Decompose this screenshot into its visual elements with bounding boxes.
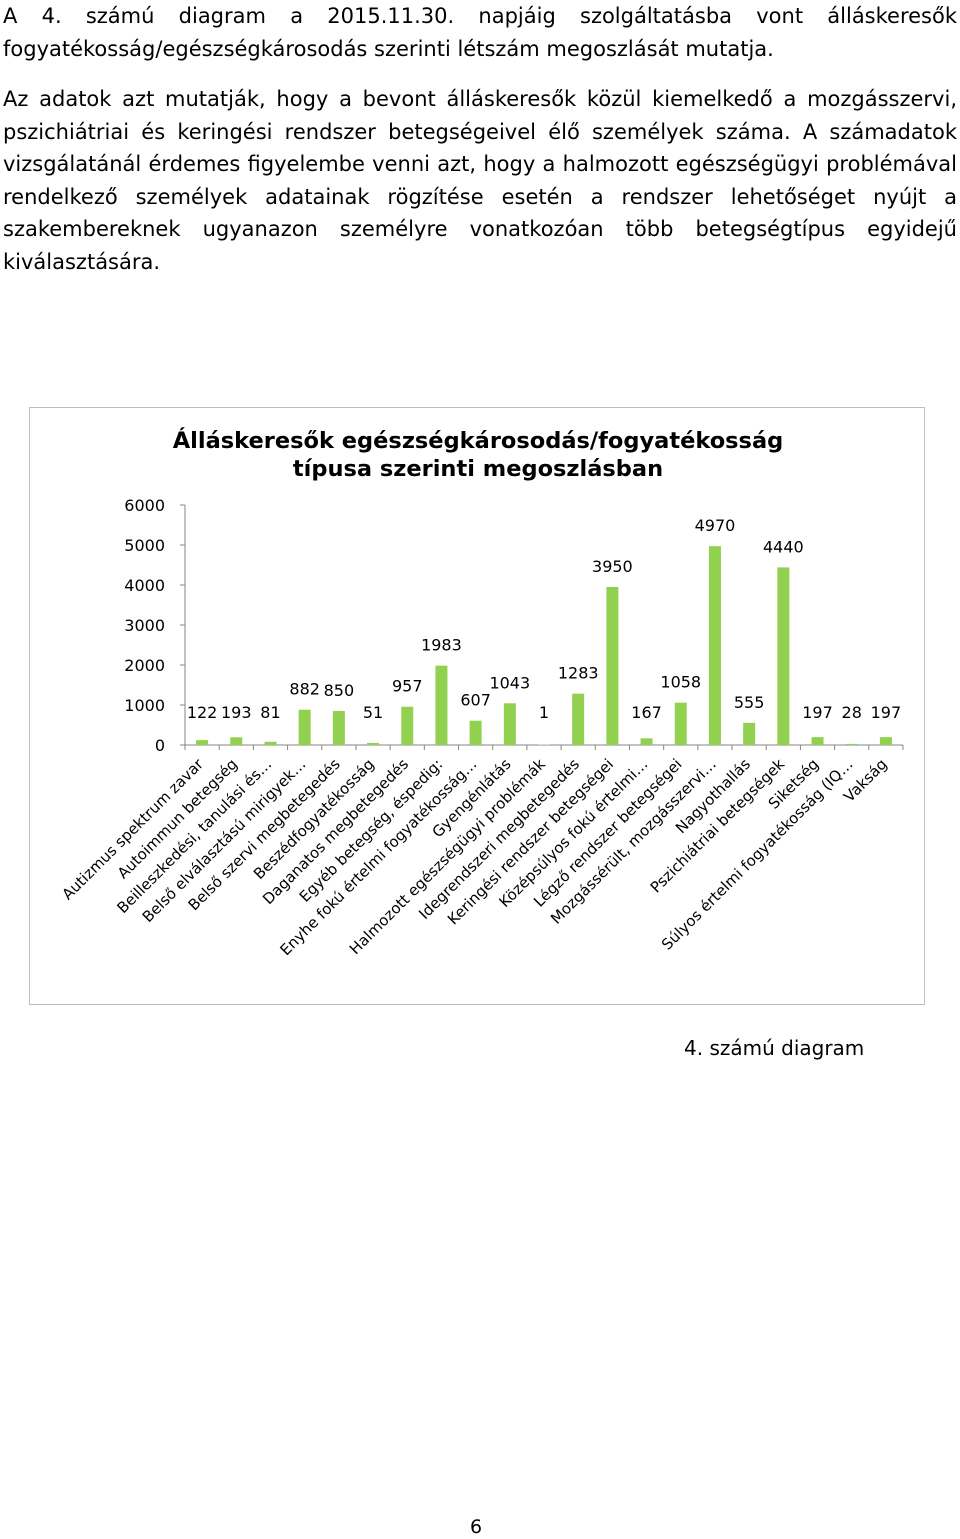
data-label: 51 [363,703,383,722]
bar [709,546,721,745]
bar [606,587,618,745]
bar [367,743,379,745]
y-tick-label: 1000 [124,696,165,715]
chart-title-line: Álláskeresők egészségkárosodás/fogyatéko… [173,426,783,454]
bar [846,744,858,745]
y-tick-label: 2000 [124,656,165,675]
data-label: 1 [539,703,549,722]
data-label: 28 [842,703,862,722]
data-label: 122 [187,703,218,722]
data-label: 555 [734,693,765,712]
bar [299,710,311,745]
bar [572,694,584,745]
data-label: 1983 [421,636,462,655]
bar [470,721,482,745]
chart-caption: 4. számú diagram [684,1036,864,1060]
data-label: 607 [460,691,491,710]
chart-title-line: típusa szerinti megoszlásban [293,456,663,482]
bar [196,740,208,745]
bar [538,745,550,746]
y-tick-label: 0 [155,736,165,755]
page-number: 6 [470,1516,482,1538]
bar [743,723,755,745]
bar [333,711,345,745]
bar [641,738,653,745]
data-label: 957 [392,677,423,696]
data-label: 3950 [592,557,633,576]
bar [812,737,824,745]
y-tick-label: 4000 [124,576,165,595]
bar-chart: Álláskeresők egészségkárosodás/fogyatéko… [30,408,926,1006]
y-tick-label: 6000 [124,496,165,515]
bar [675,703,687,745]
bar [264,742,276,745]
bar [880,737,892,745]
data-label: 4970 [695,516,736,535]
y-tick-label: 5000 [124,536,165,555]
analysis-paragraph: Az adatok azt mutatják, hogy a bevont ál… [3,83,957,278]
data-label: 81 [260,703,280,722]
data-label: 193 [221,703,252,722]
y-tick-label: 3000 [124,616,165,635]
data-label: 197 [802,703,833,722]
data-label: 850 [324,681,355,700]
data-label: 197 [871,703,902,722]
data-label: 1043 [489,673,530,692]
data-label: 4440 [763,537,804,556]
bar [230,737,242,745]
bar [401,707,413,745]
chart-frame: Álláskeresők egészségkárosodás/fogyatéko… [29,407,925,1005]
bar [777,567,789,745]
data-label: 882 [289,680,320,699]
bar [504,703,516,745]
data-label: 167 [631,703,662,722]
intro-paragraph: A 4. számú diagram a 2015.11.30. napjáig… [3,0,957,65]
data-label: 1283 [558,664,599,683]
data-label: 1058 [660,673,701,692]
bar [435,666,447,745]
